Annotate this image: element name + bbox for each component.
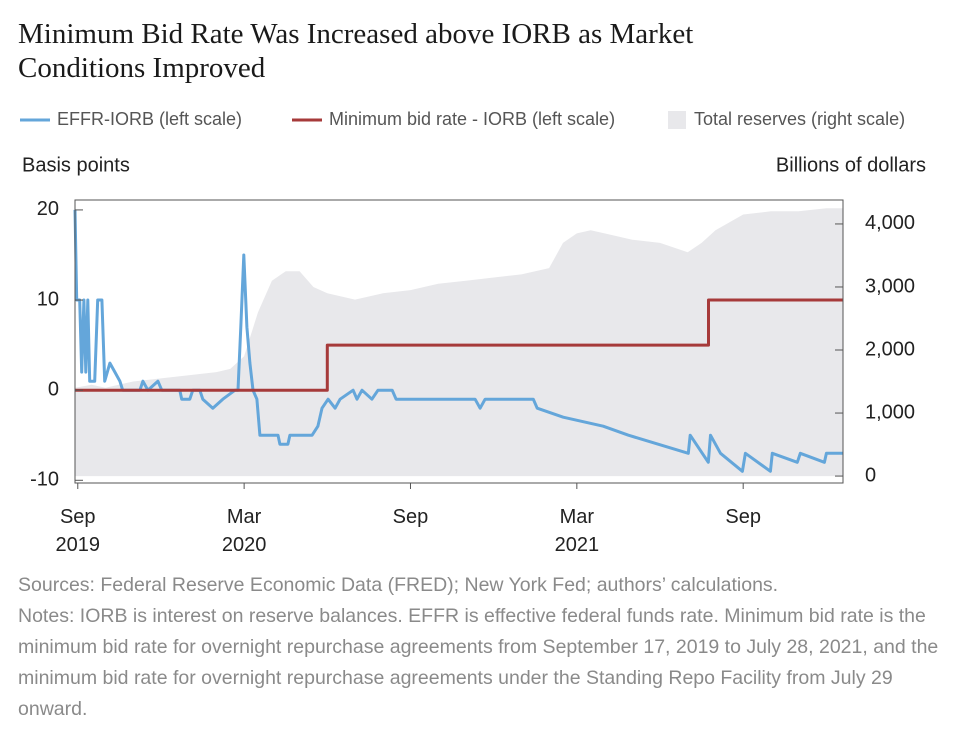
y-tick-label: -10 [30, 469, 59, 491]
x-tick-label: Sep [725, 506, 761, 528]
y-axis-label: Basis points [22, 154, 130, 176]
legend-label: Total reserves (right scale) [694, 109, 905, 129]
y2-tick-label: 3,000 [865, 275, 915, 297]
x-tick-label: Sep 2019 [56, 506, 101, 556]
notes-text: Notes: IORB is interest on reserve balan… [18, 605, 939, 720]
legend-label: Minimum bid rate - IORB (left scale) [329, 109, 615, 129]
legend-label: EFFR-IORB (left scale) [57, 109, 242, 129]
y-tick-label: 20 [37, 198, 59, 220]
y2-tick-label: 1,000 [865, 401, 915, 423]
y-tick-label: 0 [48, 378, 59, 400]
y2-tick-label: 0 [865, 464, 876, 486]
reserves-area [75, 208, 843, 477]
series-line [75, 298, 843, 392]
notes: Sources: Federal Reserve Economic Data (… [18, 570, 943, 725]
chart-title: Minimum Bid Rate Was Increased above IOR… [18, 18, 693, 84]
legend-swatch [668, 111, 686, 129]
chart: Minimum Bid Rate Was Increased above IOR… [18, 18, 926, 557]
sources: Sources: Federal Reserve Economic Data (… [18, 574, 779, 596]
y2-axis-label: Billions of dollars [776, 154, 926, 176]
series-line [73, 209, 843, 473]
y2-tick-label: 4,000 [865, 212, 915, 234]
plot-frame [74, 199, 844, 484]
x-tick-label: Mar 2020 [222, 506, 267, 556]
x-tick-label: Mar 2021 [555, 506, 600, 556]
x-tick-label: Sep [393, 506, 429, 528]
y-tick-label: 10 [37, 288, 59, 310]
y2-tick-label: 2,000 [865, 338, 915, 360]
